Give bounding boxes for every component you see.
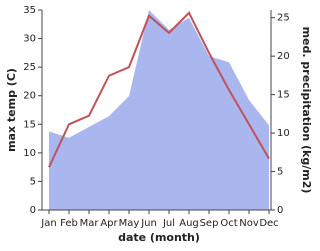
y-axis-label: max temp (C) xyxy=(5,68,18,152)
x-tick-label: Nov xyxy=(239,218,259,229)
y2-tick-label: 0 xyxy=(277,205,283,216)
x-tick-label: Sep xyxy=(200,218,219,229)
y2-tick-label: 25 xyxy=(277,13,290,24)
y2-tick-label: 10 xyxy=(277,128,290,139)
x-tick-label: Feb xyxy=(60,218,78,229)
x-tick-label: Oct xyxy=(220,218,237,229)
x-tick-label: Jul xyxy=(162,218,175,229)
x-tick-label: Jun xyxy=(140,218,157,229)
y2-tick-label: 20 xyxy=(277,51,290,62)
x-tick-label: Dec xyxy=(259,218,278,229)
y-tick-label: 10 xyxy=(23,148,36,159)
x-axis-label: date (month) xyxy=(118,231,200,244)
precipitation-area xyxy=(49,10,269,210)
y-tick-label: 15 xyxy=(23,119,36,130)
y-tick-label: 30 xyxy=(23,34,36,45)
temp-line xyxy=(48,11,270,168)
y2-axis-label: med. precipitation (kg/m2) xyxy=(300,27,313,194)
chart: date (month) max temp (C) med. precipita… xyxy=(5,5,313,244)
x-tick-label: Jan xyxy=(40,218,56,229)
y2-tick-label: 5 xyxy=(277,167,283,178)
y-tick-label: 25 xyxy=(23,62,36,73)
y-tick-label: 35 xyxy=(23,5,36,16)
y-tick-label: 0 xyxy=(30,205,36,216)
x-tick-label: Mar xyxy=(80,218,100,229)
x-tick-label: May xyxy=(119,218,140,229)
x-tick-label: Apr xyxy=(100,218,118,229)
y-tick-label: 5 xyxy=(30,176,36,187)
x-tick-label: Aug xyxy=(179,218,199,229)
y2-tick-label: 15 xyxy=(277,90,290,101)
y-tick-label: 20 xyxy=(23,91,36,102)
